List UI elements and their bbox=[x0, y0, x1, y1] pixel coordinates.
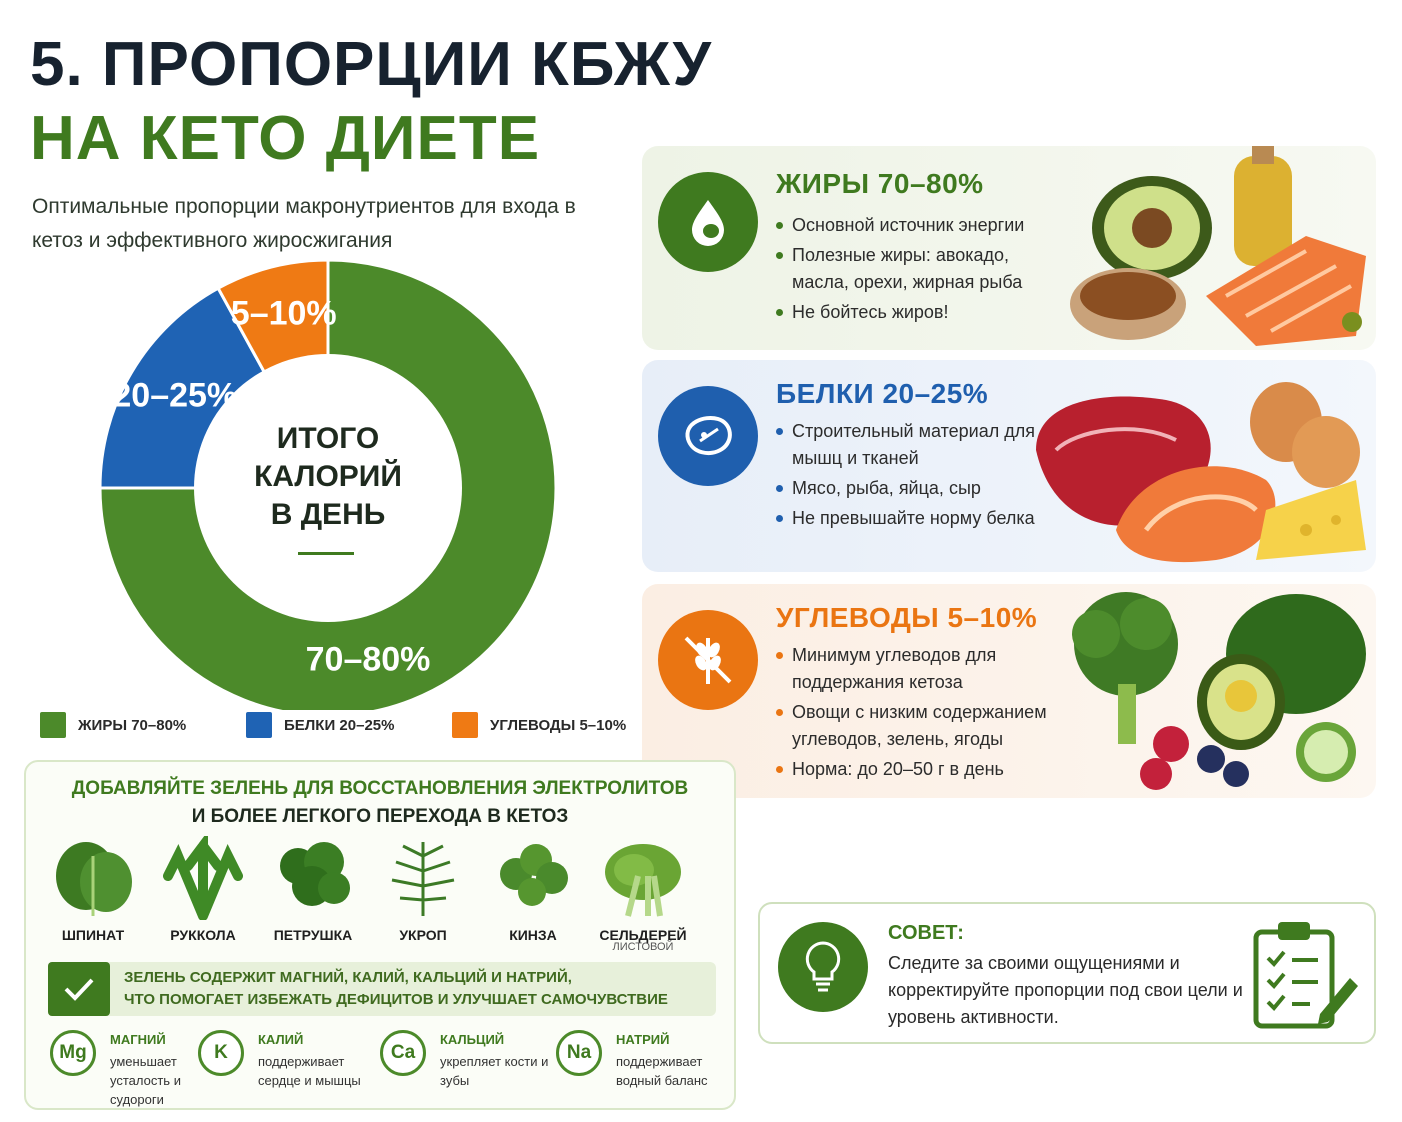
fat-item: Полезные жиры: авокадо, масла, орехи, жи… bbox=[776, 242, 1066, 296]
spinach-icon bbox=[56, 842, 132, 916]
protein-card: БЕЛКИ 20–25% Строительный материал для м… bbox=[642, 360, 1376, 572]
greens-title-line2: И БОЛЕЕ ЛЕГКОГО ПЕРЕХОДА В КЕТОЗ bbox=[191, 806, 569, 827]
greens-title-line1: ДОБАВЛЯЙТЕ ЗЕЛЕНЬ ДЛЯ ВОССТАНОВЛЕНИЯ ЭЛЕ… bbox=[71, 778, 689, 799]
herb-cilantro: КИНЗА bbox=[478, 836, 588, 943]
arugula-icon bbox=[163, 831, 243, 921]
legend-item-carbs: УГЛЕВОДЫ 5–10% bbox=[452, 712, 626, 738]
protein-item: Строительный материал для мышц и тканей bbox=[776, 418, 1066, 472]
center-underline bbox=[298, 552, 354, 555]
parsley-icon bbox=[280, 842, 350, 906]
legend-swatch-fat bbox=[40, 712, 66, 738]
herb-parsley: ПЕТРУШКА bbox=[258, 836, 368, 943]
legend-swatch-carbs bbox=[452, 712, 478, 738]
herb-arugula: РУККОЛА bbox=[148, 831, 258, 943]
mineral-badge: K bbox=[198, 1030, 244, 1076]
carbs-item: Минимум углеводов для поддержания кетоза bbox=[776, 642, 1066, 696]
center-label-line: КАЛОРИЙ bbox=[254, 459, 402, 493]
cilantro-icon bbox=[500, 844, 568, 906]
legend-swatch-protein bbox=[246, 712, 272, 738]
protein-item: Не превышайте норму белка bbox=[776, 505, 1066, 532]
herb-label: КИНЗА bbox=[509, 927, 557, 943]
fat-card-title: ЖИРЫ 70–80% bbox=[776, 168, 984, 199]
protein-foods-illustration bbox=[1036, 382, 1366, 563]
legend-label-fat: ЖИРЫ 70–80% bbox=[78, 716, 187, 734]
meat-steak-icon bbox=[658, 386, 758, 486]
carbs-foods-illustration bbox=[1072, 592, 1366, 790]
electrolytes-note-text: ЗЕЛЕНЬ СОДЕРЖИТ МАГНИЙ, КАЛИЙ, КАЛЬЦИЙ И… bbox=[124, 969, 668, 1008]
center-label-line: В ДЕНЬ bbox=[271, 498, 386, 531]
mineral-name: КАЛЬЦИЙ bbox=[440, 1032, 505, 1047]
herb-label: РУККОЛА bbox=[170, 927, 236, 943]
tip-text: Следите за своими ощущениями и корректир… bbox=[888, 953, 1243, 1027]
fat-item: Не бойтесь жиров! bbox=[776, 299, 1066, 326]
legend-label-carbs: УГЛЕВОДЫ 5–10% bbox=[490, 716, 627, 734]
no-grain-icon bbox=[658, 610, 758, 710]
fat-card: ЖИРЫ 70–80% Основной источник энергии По… bbox=[642, 146, 1376, 350]
herb-celery: СЕЛЬДЕРЕЙ ЛИСТОВОЙ bbox=[588, 836, 698, 953]
checkmark-icon bbox=[48, 962, 110, 1016]
page-title-line2: НА КЕТО ДИЕТЕ bbox=[30, 104, 541, 173]
carbs-card-list: Минимум углеводов для поддержания кетоза… bbox=[776, 642, 1066, 786]
mineral-desc: уменьшает усталость и судороги bbox=[110, 1054, 181, 1107]
mineral-name: НАТРИЙ bbox=[616, 1032, 670, 1047]
greens-panel: ДОБАВЛЯЙТЕ ЗЕЛЕНЬ ДЛЯ ВОССТАНОВЛЕНИЯ ЭЛЕ… bbox=[24, 760, 736, 1110]
lightbulb-icon bbox=[778, 922, 868, 1012]
donut-center-label: ИТОГО КАЛОРИЙ В ДЕНЬ bbox=[254, 422, 402, 531]
donut-hole bbox=[194, 354, 462, 622]
fat-foods-illustration bbox=[1070, 146, 1366, 346]
mineral-badge: Na bbox=[556, 1030, 602, 1076]
dill-icon bbox=[391, 842, 455, 916]
protein-card-title: БЕЛКИ 20–25% bbox=[776, 378, 989, 409]
legend-label-protein: БЕЛКИ 20–25% bbox=[284, 716, 395, 734]
herb-dill: УКРОП bbox=[368, 836, 478, 943]
herb-spinach: ШПИНАТ bbox=[38, 836, 148, 943]
macro-donut-chart: ИТОГО КАЛОРИЙ В ДЕНЬ 70–80% 20–25% 5–10% bbox=[98, 260, 558, 710]
clipboard-checklist-icon bbox=[1253, 922, 1358, 1029]
fat-drop-icon bbox=[658, 172, 758, 272]
protein-card-list: Строительный материал для мышц и тканей … bbox=[776, 418, 1066, 535]
center-label-line: ИТОГО bbox=[277, 422, 379, 455]
slice-label-carbs: 5–10% bbox=[231, 295, 337, 333]
slice-label-protein: 20–25% bbox=[112, 376, 237, 414]
tip-box: СОВЕТ: Следите за своими ощущениями и ко… bbox=[758, 902, 1376, 1044]
slice-label-fat: 70–80% bbox=[306, 640, 431, 678]
herb-label: СЕЛЬДЕРЕЙ bbox=[599, 927, 687, 943]
mineral-desc: поддерживает сердце и мышцы bbox=[258, 1054, 361, 1088]
fat-card-list: Основной источник энергии Полезные жиры:… bbox=[776, 212, 1066, 329]
protein-item: Мясо, рыба, яйца, сыр bbox=[776, 475, 1066, 502]
carbs-item: Норма: до 20–50 г в день bbox=[776, 756, 1066, 783]
slice-fat bbox=[98, 260, 558, 710]
mineral-name: МАГНИЙ bbox=[110, 1032, 166, 1047]
mineral-desc: укрепляет кости и зубы bbox=[440, 1054, 549, 1088]
herb-sublabel: ЛИСТОВОЙ bbox=[612, 941, 674, 953]
mineral-badge: Ca bbox=[380, 1030, 426, 1076]
page-title-line1: 5. ПРОПОРЦИИ КБЖУ bbox=[30, 30, 713, 99]
carbs-card: УГЛЕВОДЫ 5–10% Минимум углеводов для под… bbox=[642, 584, 1376, 798]
electrolytes-note: ЗЕЛЕНЬ СОДЕРЖИТ МАГНИЙ, КАЛИЙ, КАЛЬЦИЙ И… bbox=[48, 962, 716, 1016]
celery-leaf-icon bbox=[605, 844, 681, 917]
mineral-badge: Mg bbox=[50, 1030, 96, 1076]
carbs-item: Овощи с низким содержанием углеводов, зе… bbox=[776, 699, 1066, 753]
page-subtitle: Оптимальные пропорции макронутриентов дл… bbox=[32, 195, 576, 252]
herb-label: УКРОП bbox=[399, 927, 447, 943]
mineral-name: КАЛИЙ bbox=[258, 1032, 304, 1047]
herb-label: ПЕТРУШКА bbox=[273, 927, 353, 943]
legend-item-fat: ЖИРЫ 70–80% bbox=[40, 712, 186, 738]
legend-item-protein: БЕЛКИ 20–25% bbox=[246, 712, 394, 738]
carbs-card-title: УГЛЕВОДЫ 5–10% bbox=[776, 602, 1038, 633]
tip-title: СОВЕТ: bbox=[888, 922, 964, 944]
mineral-desc: поддерживает водный баланс bbox=[616, 1054, 708, 1088]
herb-label: ШПИНАТ bbox=[61, 927, 125, 943]
fat-item: Основной источник энергии bbox=[776, 212, 1066, 239]
